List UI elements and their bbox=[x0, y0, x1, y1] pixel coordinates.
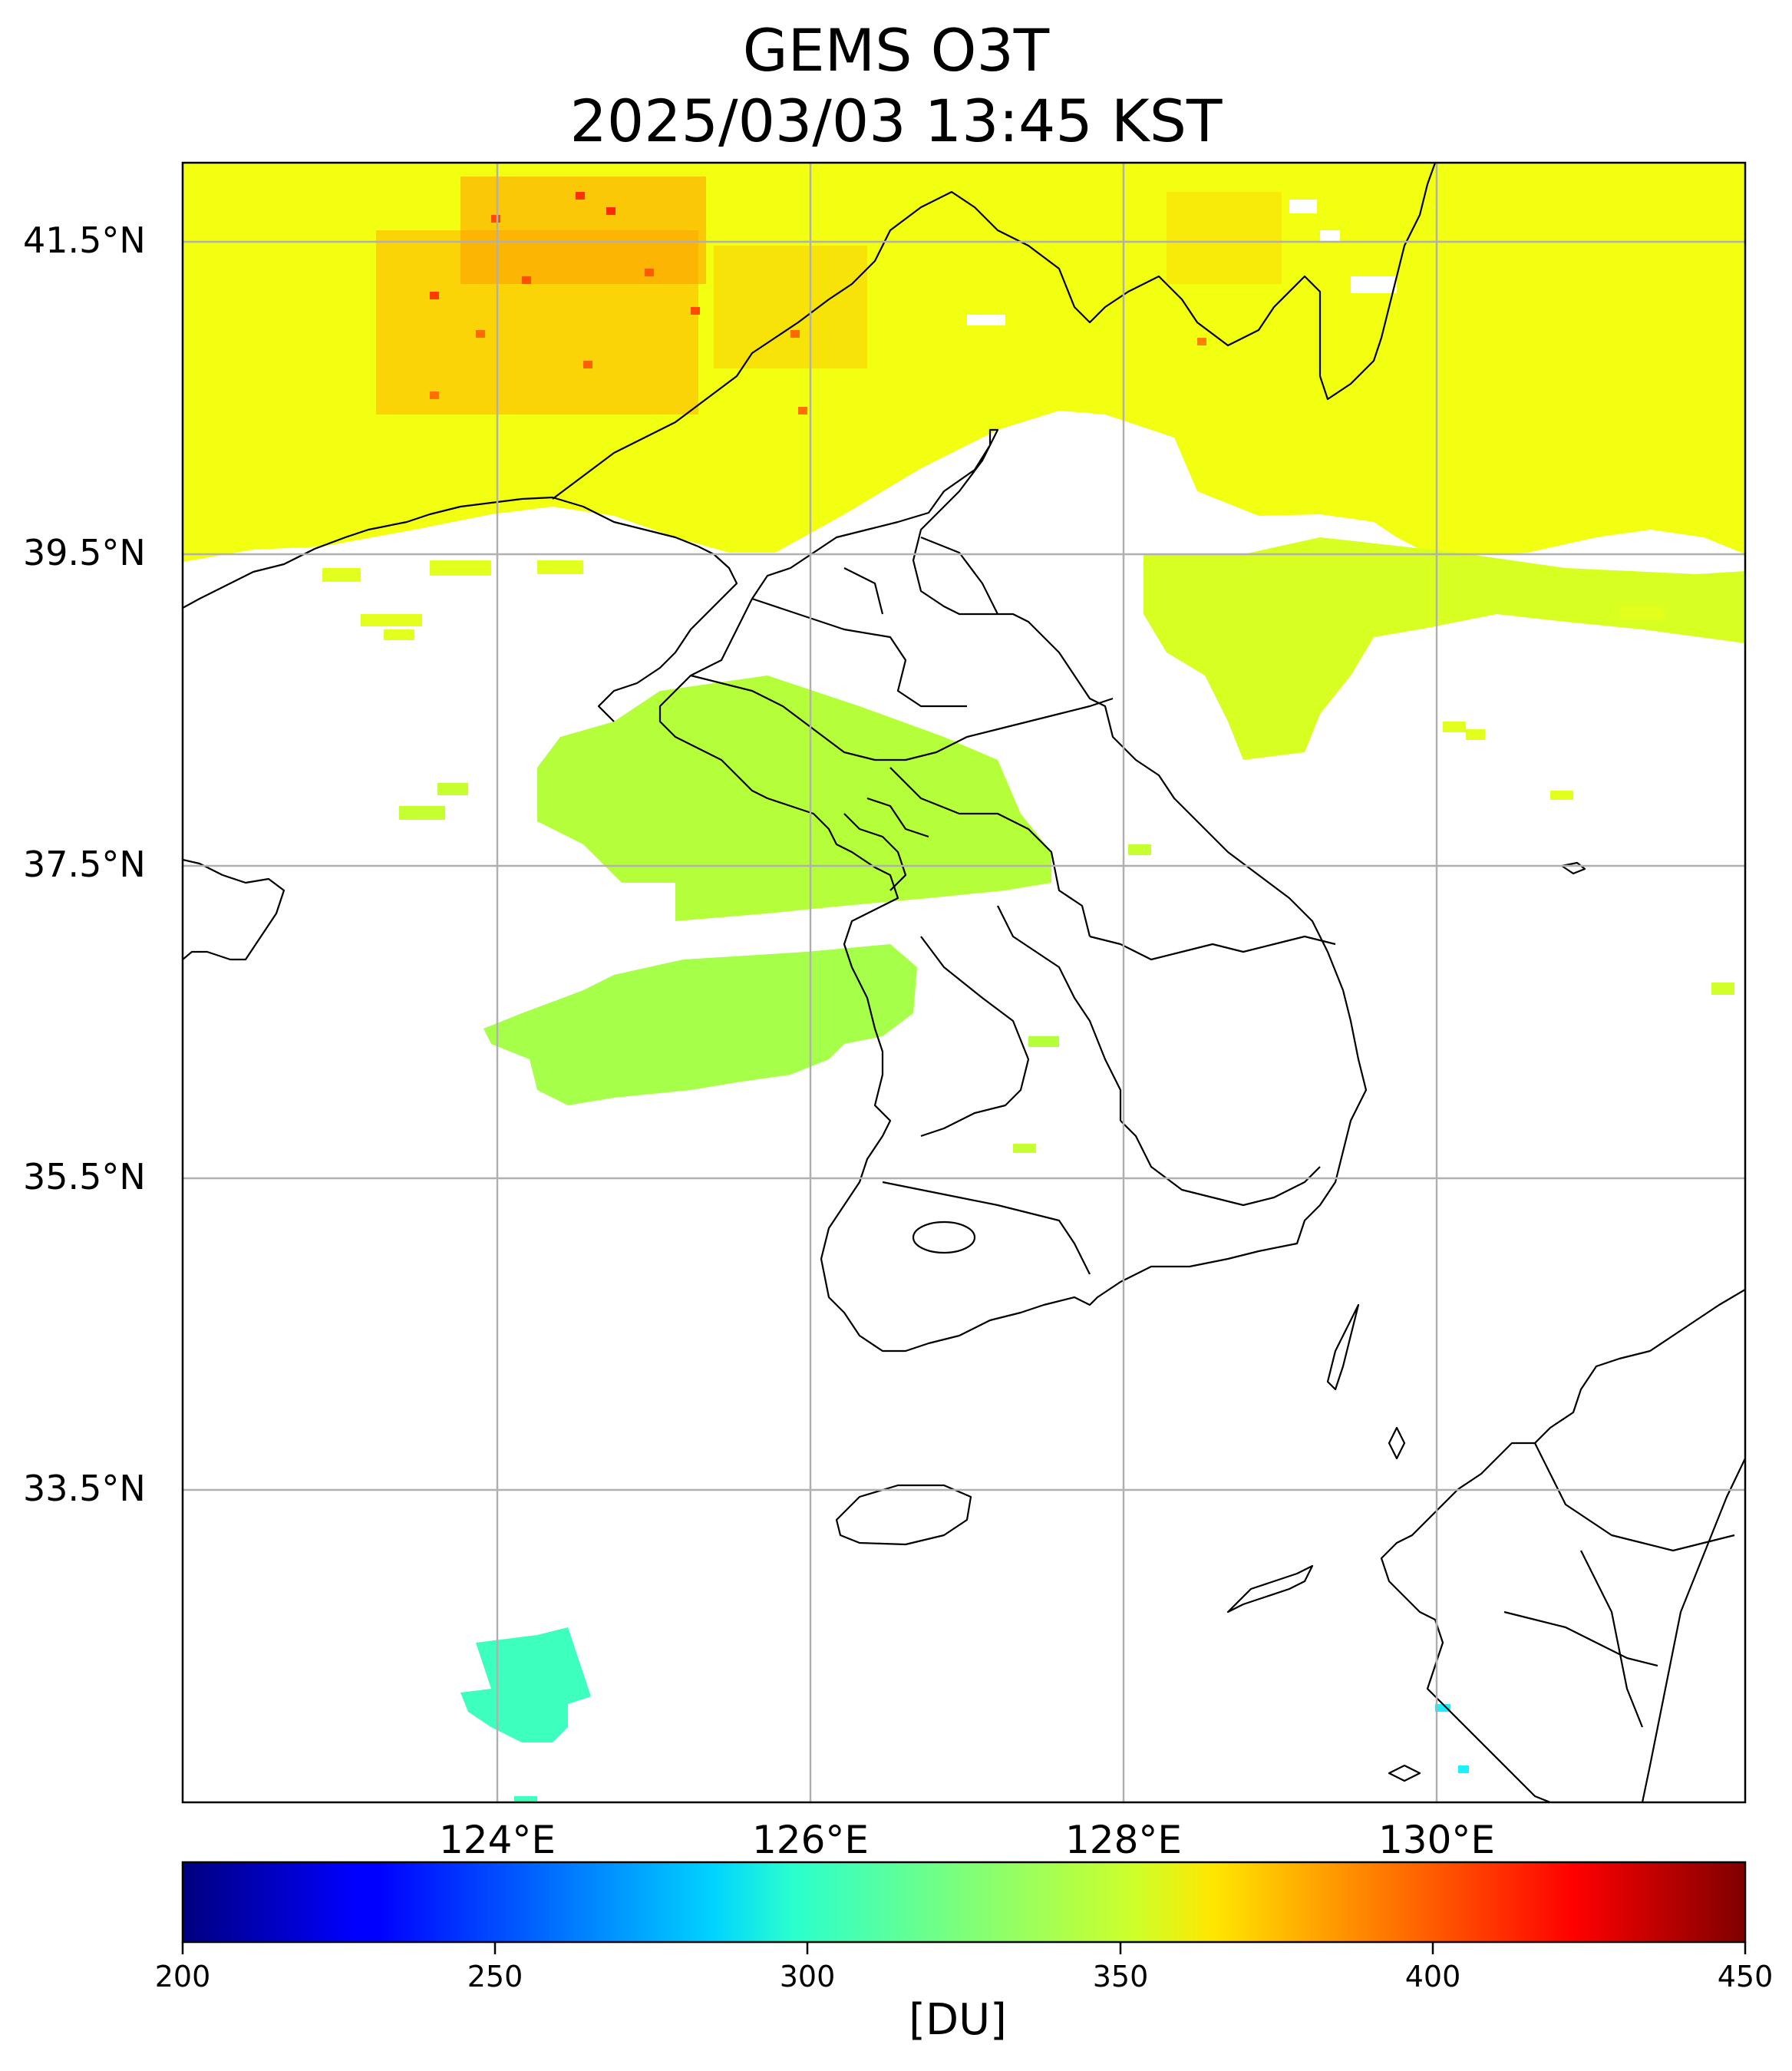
lat-label-41-5: 41.5°N bbox=[23, 220, 146, 261]
map-title: GEMS O3T bbox=[742, 16, 1050, 84]
ozone-region-east-sea bbox=[1144, 537, 1745, 760]
japan-coastline bbox=[1380, 1289, 1745, 1802]
lat-label-35-5: 35.5°N bbox=[23, 1156, 146, 1197]
colorbar-unit-label: [DU] bbox=[909, 1995, 1007, 2045]
gwangju-boundary bbox=[912, 1220, 976, 1254]
colorbar-tick-label: 200 bbox=[154, 1960, 211, 1993]
border-dmz bbox=[690, 674, 1114, 761]
colorbar-tick-label: 400 bbox=[1404, 1960, 1461, 1993]
lat-label-33-5: 33.5°N bbox=[23, 1468, 146, 1509]
seoul-lines bbox=[843, 797, 929, 891]
shandong-coastline bbox=[183, 858, 285, 961]
province-lines bbox=[751, 536, 1336, 1275]
ulleungdo-coastline bbox=[1560, 861, 1586, 875]
lon-label-124: 124°E bbox=[438, 1818, 556, 1862]
lon-label-126: 126°E bbox=[751, 1818, 870, 1862]
ozone-region-southwest bbox=[460, 1627, 591, 1742]
kyushu-internal-lines bbox=[1503, 1442, 1735, 1728]
colorbar-tick-label: 350 bbox=[1092, 1960, 1149, 1993]
map-subtitle: 2025/03/03 13:45 KST bbox=[569, 87, 1223, 155]
lat-label-39-5: 39.5°N bbox=[23, 532, 146, 573]
gridlines bbox=[183, 163, 1745, 1802]
ozone-scattered-pixels bbox=[322, 560, 1734, 1802]
japan-islands-west bbox=[1226, 1426, 1421, 1782]
lat-label-37-5: 37.5°N bbox=[23, 844, 146, 885]
border-north bbox=[552, 163, 1437, 500]
lon-label-128: 128°E bbox=[1064, 1818, 1183, 1862]
tsushima-coastline bbox=[1326, 1303, 1360, 1391]
colorbar-tick-label: 450 bbox=[1717, 1960, 1774, 1993]
china-coastline bbox=[183, 496, 738, 722]
ozone-data-layer bbox=[183, 163, 1745, 1802]
coastlines bbox=[183, 163, 1745, 1802]
colorbar-ticks bbox=[181, 1942, 1747, 1954]
no-data-gaps-north bbox=[967, 200, 1397, 325]
ozone-hotspots bbox=[376, 177, 1282, 415]
ozone-region-west-sea-central bbox=[537, 675, 1051, 921]
ozone-region-west-sea-south bbox=[483, 944, 917, 1105]
colorbar-tick-label: 250 bbox=[467, 1960, 523, 1993]
colorbar bbox=[181, 1861, 1747, 1944]
korea-coastline bbox=[658, 428, 1368, 1353]
map-frame bbox=[181, 161, 1747, 1804]
jeju-coastline bbox=[835, 1484, 972, 1546]
colorbar-tick-label: 300 bbox=[779, 1960, 836, 1993]
lon-label-130: 130°E bbox=[1378, 1818, 1496, 1862]
